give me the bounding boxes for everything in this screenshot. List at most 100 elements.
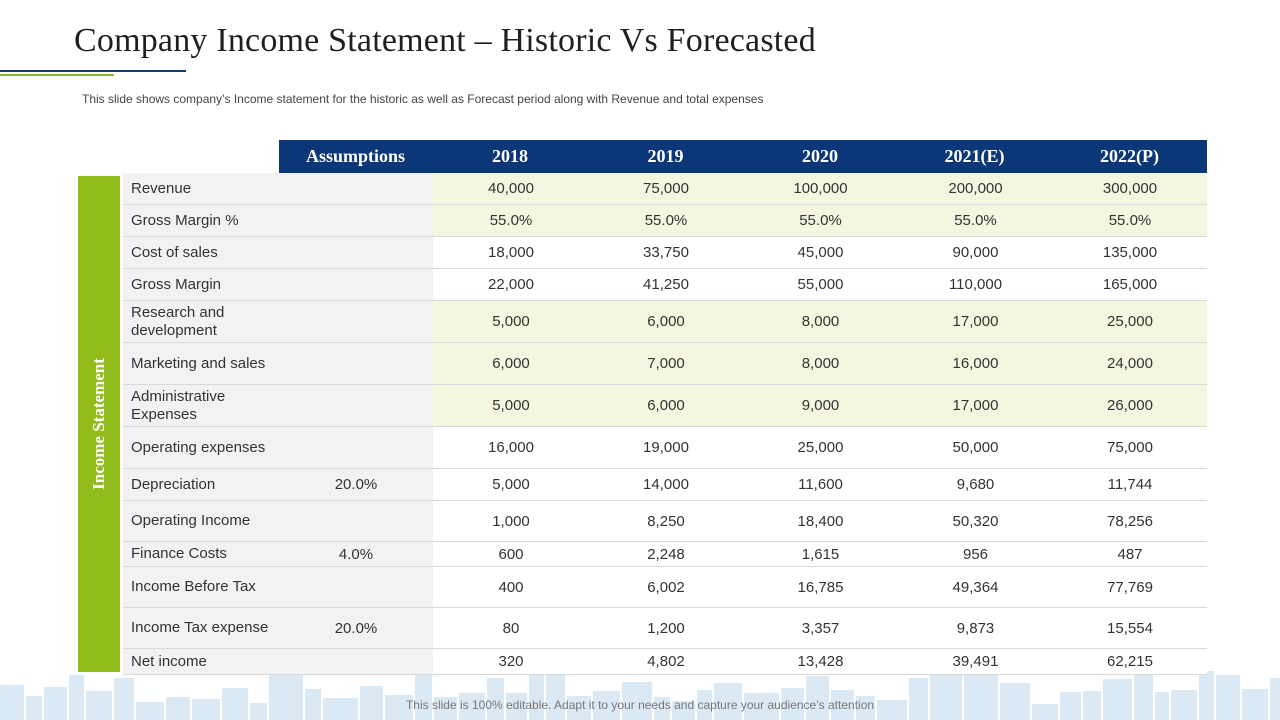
value-cell: 3,357	[801, 619, 840, 637]
value-cell: 18,000	[488, 244, 534, 261]
value-cell: 33,750	[643, 244, 689, 261]
table-row: Gross Margin 22,000 41,250 55,000 110,000 165…	[123, 269, 1207, 301]
value-cell: 9,873	[956, 619, 995, 637]
value-cell: 9,000	[743, 385, 898, 426]
row-label: Cost of sales	[123, 237, 279, 268]
value-cell: 165,000	[1102, 276, 1158, 293]
value-cell: 487	[1117, 545, 1143, 563]
value-cell: 55.0%	[433, 205, 589, 236]
table-row: Marketing and sales 6,000 7,000 8,000 16,000…	[123, 343, 1207, 385]
value-cell: 956	[962, 545, 989, 563]
value-cell: 600	[498, 545, 524, 563]
value-cell: 6,000	[589, 301, 743, 342]
value-cell: 80	[502, 619, 520, 637]
value-cell: 16,000	[898, 343, 1053, 384]
table-row: Net income 320 4,802 13,428 39,491 62,215	[123, 649, 1207, 675]
value-cell: 5,000	[492, 476, 530, 493]
value-cell: 320	[498, 653, 524, 670]
table-row: Income Tax expense 20.0% 80 1,200 3,357 9,873…	[123, 608, 1207, 649]
table-row: Revenue 40,000 75,000 100,000 200,000 300,000	[123, 173, 1207, 205]
value-cell: 16,000	[488, 439, 534, 456]
value-cell: 5,000	[433, 385, 589, 426]
value-cell: 50,000	[952, 439, 999, 456]
assumption-cell	[279, 567, 433, 607]
value-cell: 300,000	[1053, 173, 1207, 204]
city-skyline-decoration	[0, 671, 1280, 720]
value-cell: 75,000	[589, 173, 743, 204]
assumption-cell	[279, 427, 433, 468]
value-cell: 39,491	[952, 653, 999, 670]
value-cell: 8,000	[743, 343, 898, 384]
assumption-cell: 20.0%	[279, 469, 433, 500]
value-cell: 50,320	[952, 512, 999, 530]
value-cell: 7,000	[589, 343, 743, 384]
value-cell: 41,250	[643, 276, 689, 293]
footer-note: This slide is 100% editable. Adapt it to…	[405, 698, 875, 712]
row-label: Marketing and sales	[123, 343, 279, 384]
side-label: Income Statement	[89, 358, 108, 490]
table-row: Operating Income 1,000 8,250 18,400 50,320 78…	[123, 501, 1207, 542]
value-cell: 400	[498, 578, 524, 596]
value-cell: 1,000	[492, 512, 530, 530]
value-cell: 11,744	[1107, 476, 1153, 493]
side-bar	[78, 176, 120, 672]
row-label: Finance Costs	[123, 542, 279, 566]
value-cell: 55,000	[797, 276, 844, 293]
value-cell: 100,000	[743, 173, 898, 204]
row-label: Gross Margin	[123, 269, 279, 300]
value-cell: 5,000	[433, 301, 589, 342]
table-row: Administrative Expenses 5,000 6,000 9,000 17…	[123, 385, 1207, 427]
value-cell: 1,200	[647, 619, 685, 637]
value-cell: 200,000	[898, 173, 1053, 204]
assumption-cell	[279, 649, 433, 674]
title-underline-blue	[0, 70, 186, 72]
value-cell: 4,802	[647, 653, 685, 670]
value-cell: 24,000	[1053, 343, 1207, 384]
value-cell: 11,600	[798, 476, 843, 493]
row-label: Income Tax expense	[123, 608, 279, 648]
row-label: Gross Margin %	[123, 205, 279, 236]
table-row: Finance Costs 4.0% 600 2,248 1,615 956 487	[123, 542, 1207, 567]
table-row: Depreciation 20.0% 5,000 14,000 11,600 9,680 1…	[123, 469, 1207, 501]
row-label: Net income	[123, 649, 279, 674]
header-cell: 2020	[802, 146, 838, 166]
assumption-cell	[279, 205, 433, 236]
row-label: Income Before Tax	[123, 567, 279, 607]
header-cell: 2021(E)	[944, 146, 1005, 166]
row-label: Administrative Expenses	[123, 385, 279, 426]
value-cell: 25,000	[1053, 301, 1207, 342]
value-cell: 19,000	[643, 439, 689, 456]
row-label: Revenue	[123, 173, 279, 204]
value-cell: 8,000	[743, 301, 898, 342]
value-cell: 18,400	[797, 512, 844, 530]
value-cell: 25,000	[797, 439, 844, 456]
row-label: Operating expenses	[123, 427, 279, 468]
value-cell: 6,000	[589, 385, 743, 426]
value-cell: 6,000	[433, 343, 589, 384]
value-cell: 75,000	[1107, 439, 1153, 456]
value-cell: 1,615	[801, 545, 840, 563]
value-cell: 14,000	[643, 476, 689, 493]
header-cell: 2018	[492, 146, 528, 166]
table-row: Income Before Tax 400 6,002 16,785 49,364 77,…	[123, 567, 1207, 608]
value-cell: 26,000	[1053, 385, 1207, 426]
assumption-cell	[279, 301, 433, 342]
assumption-cell	[279, 237, 433, 268]
table-row: Cost of sales 18,000 33,750 45,000 90,000 135…	[123, 237, 1207, 269]
value-cell: 15,554	[1107, 619, 1153, 637]
value-cell: 62,215	[1107, 653, 1153, 670]
row-label: Research and development	[123, 301, 279, 342]
value-cell: 22,000	[488, 276, 534, 293]
value-cell: 6,002	[647, 578, 685, 596]
value-cell: 55.0%	[1053, 205, 1207, 236]
value-cell: 77,769	[1107, 578, 1153, 596]
assumption-cell	[279, 269, 433, 300]
title-underline-green	[0, 74, 114, 76]
header-cell: Assumptions	[305, 146, 406, 166]
slide-subtitle: This slide shows company’s Income statem…	[82, 92, 764, 106]
row-label: Operating Income	[123, 501, 279, 541]
value-cell: 17,000	[898, 385, 1053, 426]
assumption-cell	[279, 173, 433, 204]
value-cell: 55.0%	[589, 205, 743, 236]
value-cell: 90,000	[952, 244, 999, 261]
